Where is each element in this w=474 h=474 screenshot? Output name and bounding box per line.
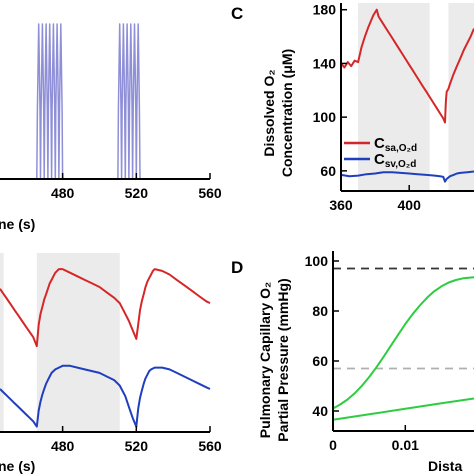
bottom-left-shaded-region-1 — [36, 253, 120, 432]
d-x-label: Dista — [428, 458, 462, 474]
c-x-tick-label-0: 360 — [329, 197, 353, 213]
d-y-label: Pulmonary Capillary O₂ Partial Pressure … — [257, 278, 291, 441]
legend-label-csv: Csv,O₂d — [374, 151, 416, 170]
c-y-tick-label-2: 140 — [313, 55, 337, 71]
c-y-label-line-2: Concentration (μM) — [279, 49, 295, 177]
bottom-left-series-line-1 — [0, 364, 211, 428]
legend-csa-sub: sa,O₂d — [385, 143, 417, 154]
d-y-label-line-2: Partial Pressure (mmHg) — [275, 278, 291, 441]
d-y-tick-label-1: 60 — [312, 353, 328, 369]
top-left-x-label: ne (s) — [0, 216, 35, 232]
legend-csv-main: C — [374, 151, 385, 168]
panel-label-d: D — [231, 258, 243, 277]
d-y-tick-label-2: 80 — [312, 303, 328, 319]
bottom-left-x-tick-label-1: 520 — [125, 438, 149, 454]
c-x-tick-label-1: 400 — [398, 197, 422, 213]
d-y-tick-label-0: 40 — [312, 403, 328, 419]
bottom-left-x-label: ne (s) — [0, 458, 35, 474]
bottom-left-series-group — [0, 268, 211, 428]
c-y-tick-label-3: 180 — [313, 2, 337, 18]
bottom-left-x-tick-label-0: 480 — [51, 438, 75, 454]
d-series-group — [332, 276, 474, 421]
d-ticks: 0 0.01 40 60 80 100 — [305, 253, 420, 453]
c-y-label: Dissolved O₂ Concentration (μM) — [261, 49, 295, 177]
top-left-x-tick-label-0: 480 — [51, 185, 75, 201]
panel-label-c: C — [231, 4, 243, 23]
c-y-label-line-1: Dissolved O₂ — [261, 69, 277, 156]
c-ticks: 360 400 60 100 140 180 — [313, 2, 421, 213]
bottom-left-series-line-0 — [0, 268, 211, 348]
panel-top-left: 480 520 560 ne (s) — [0, 23, 222, 232]
panel-bottom-left: 480 520 560 ne (s) — [0, 253, 222, 474]
c-series-line-0 — [340, 8, 474, 124]
legend-label-csa: Csa,O₂d — [374, 135, 417, 154]
c-shaded-region-1 — [448, 3, 474, 191]
c-legend: Csa,O₂d Csv,O₂d — [344, 135, 417, 170]
c-y-tick-label-1: 100 — [313, 109, 337, 125]
c-shaded-regions — [358, 3, 474, 191]
bottom-left-shaded-region-0 — [0, 253, 4, 432]
bottom-left-x-ticks: 480 520 560 — [51, 426, 222, 454]
c-y-tick-label-0: 60 — [320, 163, 336, 179]
panel-d: D 0 0.01 40 60 80 100 Pulmonary Capillary O₂ … — [231, 251, 474, 474]
d-reference-lines — [333, 267, 474, 370]
d-x-tick-label-1: 0.01 — [392, 437, 419, 453]
top-left-series-line-0 — [0, 23, 210, 180]
bottom-left-x-tick-label-2: 560 — [198, 438, 222, 454]
top-left-x-tick-label-1: 520 — [125, 185, 149, 201]
d-series-line-0 — [332, 276, 474, 410]
top-left-x-tick-label-2: 560 — [198, 185, 222, 201]
d-y-label-line-1: Pulmonary Capillary O₂ — [257, 282, 273, 438]
c-series-group — [340, 8, 474, 183]
c-series-line-1 — [340, 170, 474, 183]
legend-csv-sub: sv,O₂d — [385, 159, 417, 170]
d-x-tick-label-0: 0 — [329, 437, 337, 453]
top-left-x-ticks: 480 520 560 — [51, 173, 222, 201]
panel-c: C 360 400 60 100 140 180 Dissolved O₂ Concent… — [231, 2, 474, 213]
d-y-tick-label-3: 100 — [305, 253, 329, 269]
d-series-line-1 — [332, 397, 474, 421]
top-left-series-group — [0, 23, 210, 180]
legend-csa-main: C — [374, 135, 385, 152]
